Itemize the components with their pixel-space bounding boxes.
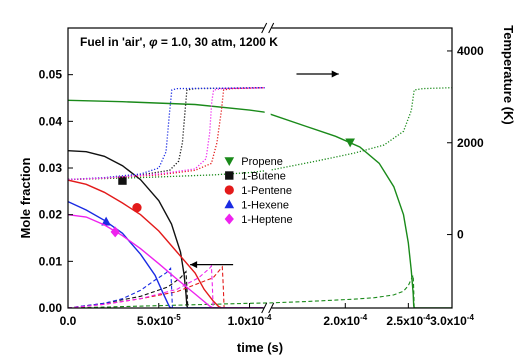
series-layer: [68, 34, 452, 308]
temperature-line-1-heptene: [68, 87, 268, 181]
chart-title-phi: φ: [149, 35, 158, 49]
y-tick-label-0: 0.00: [39, 301, 63, 315]
legend-item-1-butene: 1-Butene: [225, 171, 286, 183]
intermediate-line-1-hexene: [68, 267, 268, 308]
legend: Propene 1-Butene 1-Pentene 1-Hexene 1-Hepten…: [224, 156, 293, 226]
legend-label-propene: Propene: [241, 156, 283, 168]
x-tick-label-3: 2.0x10-4: [323, 313, 367, 328]
legend-item-1-hexene: 1-Hexene: [224, 199, 289, 212]
y-tick-label-5: 0.05: [39, 68, 63, 82]
x-tick-label-5: 3.0x10-4: [430, 313, 474, 328]
intermediate-line-1-butene: [68, 270, 268, 308]
fuel-line-1-butene: [68, 150, 268, 308]
y-axis-title: Mole fraction: [18, 157, 33, 238]
intermediate-line-propene: [68, 275, 452, 308]
plot-area: [68, 28, 452, 308]
x-tick-label-1: 5.0x10-5: [137, 313, 181, 328]
legend-label-1-butene: 1-Butene: [241, 171, 286, 183]
fuel-line-1-pentene: [68, 179, 268, 308]
axis-break-top: [261, 22, 275, 34]
axis-break-gap: [264, 34, 271, 302]
legend-marker-1-heptene: [224, 213, 234, 225]
legend-label-1-hexene: 1-Hexene: [241, 200, 289, 212]
x-tick-label-4: 2.5x10-4: [386, 313, 430, 328]
data-marker-1-pentene: [132, 203, 142, 213]
fuel-line-1-heptene: [68, 214, 268, 308]
data-marker-1-hexene: [101, 216, 111, 226]
legend-marker-1-butene: [225, 171, 234, 180]
legend-item-propene: Propene: [224, 156, 283, 168]
temperature-line-propene: [68, 87, 452, 181]
axis-layer: 0.0 5.0x10-5 1.0x10-4 2.0x10-4 2.5x10-4 3.0x1…: [39, 22, 484, 328]
data-marker-propene: [345, 138, 355, 148]
fuel-line-propene: [68, 99, 452, 308]
y2-axis-title: Temperature (K): [501, 25, 516, 124]
intermediate-line-1-heptene: [68, 264, 268, 308]
series-1-heptene: [68, 87, 268, 308]
x-axis-title: time (s): [237, 340, 283, 355]
data-marker-1-butene: [118, 176, 127, 185]
arrow-to-mole-fraction-axis: [190, 261, 234, 269]
legend-item-1-heptene: 1-Heptene: [224, 213, 293, 226]
x-tick-label-2: 1.0x10-4: [228, 313, 272, 328]
legend-item-1-pentene: 1-Pentene: [224, 185, 292, 197]
legend-marker-propene: [224, 157, 235, 167]
legend-marker-1-hexene: [224, 199, 235, 209]
chart-title: Fuel in 'air', φ = 1.0, 30 atm, 1200 K: [80, 35, 278, 49]
temperature-line-1-hexene: [68, 87, 268, 181]
y2-tick-label-0: 0: [457, 228, 464, 242]
legend-label-1-pentene: 1-Pentene: [241, 185, 292, 197]
chart-title-pre: Fuel in 'air',: [80, 35, 149, 49]
chart-title-post: = 1.0, 30 atm, 1200 K: [158, 35, 279, 49]
y2-tick-label-1: 2000: [457, 136, 484, 150]
arrow-to-temperature-axis: [296, 70, 339, 78]
y-tick-label-2: 0.02: [39, 208, 63, 222]
y-tick-label-1: 0.01: [39, 254, 63, 268]
y-tick-label-4: 0.04: [39, 114, 63, 128]
data-marker-1-heptene: [110, 226, 120, 238]
y2-tick-label-2: 4000: [457, 44, 484, 58]
legend-marker-1-pentene: [224, 185, 234, 195]
legend-label-1-heptene: 1-Heptene: [241, 214, 292, 226]
annotation-layer: [190, 70, 339, 269]
axis-break-bottom: [261, 302, 275, 314]
series-propene: [68, 87, 452, 308]
x-tick-label-0: 0.0: [60, 314, 77, 328]
y-tick-label-3: 0.03: [39, 161, 63, 175]
